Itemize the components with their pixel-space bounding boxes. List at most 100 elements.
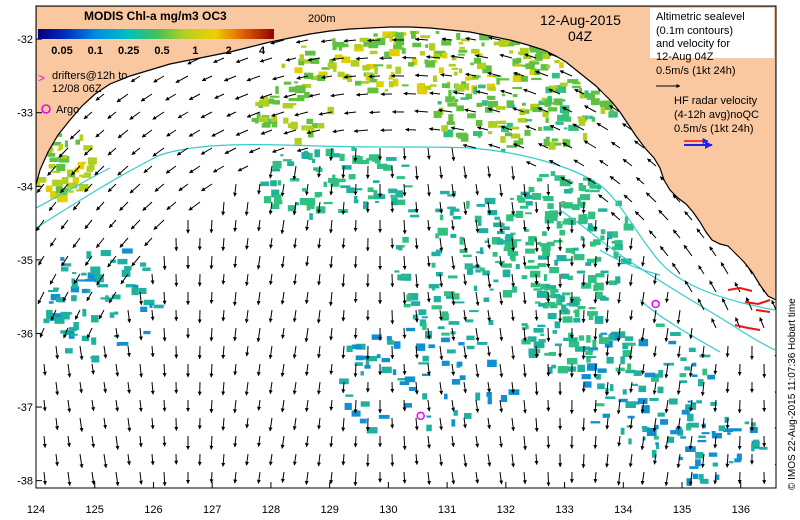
chlorophyll-pixel: [382, 31, 393, 38]
chlorophyll-pixel: [441, 52, 448, 59]
velocity-arrow: [513, 71, 525, 77]
chlorophyll-pixel: [543, 287, 553, 291]
velocity-arrow: [84, 219, 93, 230]
velocity-arrow: [96, 273, 105, 286]
chlorophyll-pixel: [478, 219, 482, 226]
chlorophyll-pixel: [573, 310, 577, 314]
chlorophyll-pixel: [316, 74, 325, 82]
chlorophyll-pixel: [421, 373, 431, 376]
velocity-arrow: [61, 255, 69, 267]
chlorophyll-pixel: [506, 145, 518, 148]
chlorophyll-pixel: [360, 355, 370, 360]
velocity-arrow: [127, 381, 131, 394]
velocity-arrow: [107, 255, 117, 268]
chlorophyll-pixel: [749, 426, 758, 434]
chlorophyll-pixel: [684, 366, 691, 371]
chlorophyll-pixel: [521, 64, 533, 67]
velocity-arrow: [280, 399, 285, 413]
chlorophyll-pixel: [149, 303, 153, 308]
chlorophyll-pixel: [592, 339, 597, 348]
velocity-arrow: [318, 111, 333, 116]
chlorophyll-pixel: [625, 369, 636, 374]
velocity-arrow: [150, 273, 155, 285]
sealevel-contours: [36, 143, 776, 353]
chlorophyll-pixel: [416, 343, 426, 351]
velocity-arrow: [150, 453, 155, 466]
chlorophyll-pixel: [60, 155, 67, 159]
velocity-arrow: [617, 363, 622, 376]
velocity-arrow: [697, 298, 705, 311]
velocity-arrow: [233, 399, 237, 414]
chlorophyll-pixel: [50, 142, 62, 146]
chlorophyll-pixel: [70, 286, 80, 293]
y-tick-label: -35: [17, 255, 33, 267]
velocity-arrow: [343, 74, 357, 79]
velocity-arrow: [341, 345, 346, 359]
chlorophyll-pixel: [573, 254, 585, 261]
velocity-arrow: [221, 273, 226, 285]
velocity-arrow: [79, 417, 84, 432]
velocity-arrow: [268, 165, 273, 179]
velocity-arrow: [328, 291, 333, 307]
velocity-arrow: [268, 381, 273, 395]
chlorophyll-pixel: [271, 168, 281, 172]
velocity-arrow: [162, 399, 167, 412]
velocity-arrow: [584, 105, 597, 113]
chlorophyll-pixel: [386, 64, 392, 69]
chlorophyll-pixel: [464, 412, 472, 419]
chlorophyll-pixel: [651, 449, 657, 458]
velocity-arrow: [316, 453, 321, 467]
velocity-arrow: [562, 106, 573, 113]
chlorophyll-pixel: [271, 120, 278, 128]
chlorophyll-pixel: [551, 72, 560, 79]
chlorophyll-pixel: [547, 203, 554, 209]
velocity-arrow: [162, 255, 167, 271]
velocity-arrow: [451, 147, 456, 162]
chlorophyll-pixel: [475, 269, 481, 273]
chlorophyll-pixel: [401, 164, 410, 167]
chlorophyll-pixel: [597, 185, 602, 190]
velocity-arrow: [414, 453, 419, 465]
chlorophyll-pixel: [69, 174, 76, 178]
y-tick-label: -38: [17, 476, 33, 488]
chlorophyll-pixel: [538, 302, 546, 307]
velocity-arrow: [209, 219, 214, 234]
velocity-arrow: [548, 88, 561, 95]
chlorophyll-pixel: [587, 347, 599, 351]
chlorophyll-pixel: [305, 127, 315, 132]
chlorophyll-pixel: [323, 201, 333, 205]
velocity-arrow: [221, 345, 226, 359]
velocity-arrow: [402, 435, 407, 451]
chlorophyll-pixel: [498, 38, 505, 44]
velocity-arrow: [617, 435, 622, 447]
velocity-arrow: [451, 363, 456, 376]
chlorophyll-pixel: [541, 245, 551, 252]
velocity-arrow: [475, 219, 480, 234]
chlorophyll-pixel: [395, 66, 402, 74]
velocity-arrow: [201, 75, 213, 82]
chlorophyll-pixel: [116, 342, 120, 347]
chlorophyll-pixel: [402, 32, 407, 36]
chlorophyll-pixel: [476, 62, 486, 70]
velocity-arrow: [42, 363, 47, 376]
chlorophyll-pixel: [453, 71, 458, 76]
chlorophyll-pixel: [548, 85, 559, 89]
chlorophyll-pixel: [97, 284, 109, 288]
velocity-arrow: [439, 381, 444, 395]
chlorophyll-pixel: [582, 177, 589, 181]
chlorophyll-pixel: [299, 54, 305, 62]
velocity-arrow: [257, 435, 262, 447]
velocity-arrow: [683, 244, 693, 257]
chlorophyll-pixel: [502, 226, 510, 231]
chlorophyll-pixel: [367, 195, 379, 200]
chlorophyll-pixel: [542, 248, 551, 257]
velocity-arrow: [108, 291, 117, 304]
chlorophyll-pixel: [437, 326, 445, 330]
velocity-arrow: [581, 273, 586, 287]
chlorophyll-pixel: [457, 53, 465, 56]
chlorophyll-pixel: [113, 335, 120, 338]
velocity-arrow: [306, 129, 321, 135]
chlorophyll-pixel: [489, 288, 494, 291]
velocity-arrow: [402, 183, 407, 197]
chlorophyll-pixel: [626, 425, 633, 428]
